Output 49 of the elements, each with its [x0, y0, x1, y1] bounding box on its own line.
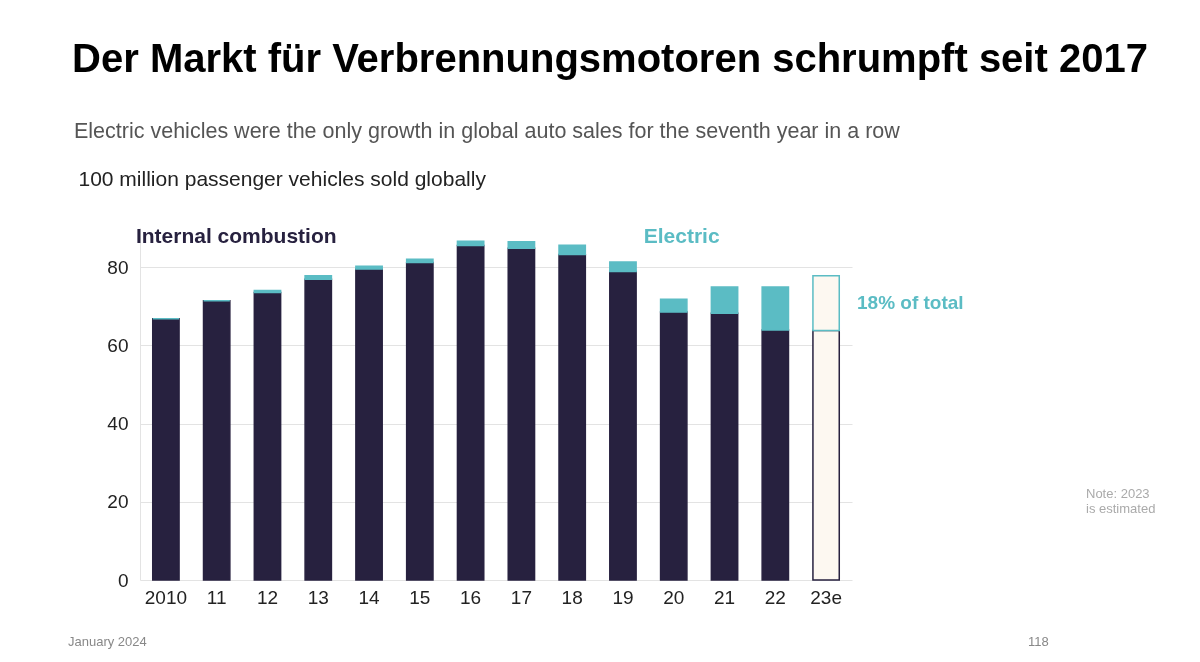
bar [304, 278, 333, 581]
x-tick-label: 14 [358, 586, 381, 608]
bar [659, 298, 688, 313]
bar [202, 300, 231, 581]
x-tick-label: 17 [510, 586, 532, 608]
x-tick-label: 21 [713, 586, 736, 608]
series-label: Internal combustion [135, 224, 337, 247]
bar [507, 240, 536, 250]
text: January 2024 [68, 634, 147, 649]
bar [558, 244, 587, 256]
y-axis-title: 100 million passenger vehicles sold globally [78, 166, 487, 190]
x-tick-label: 11 [206, 586, 227, 608]
text: 118 [1028, 634, 1049, 649]
bar [151, 317, 180, 581]
bar [761, 286, 790, 331]
chart-title: Der Markt für Verbrennungsmotoren schrumpft seit 2017 [71, 36, 1149, 81]
y-tick-label: 0 [117, 569, 129, 591]
x-tick-label: 18 [561, 586, 583, 608]
y-tick-label: 60 [107, 334, 129, 356]
text: Note: 2023 is estimated [1086, 486, 1156, 516]
x-tick-label: 20 [663, 586, 685, 608]
bar [609, 270, 637, 581]
x-tick-label: 16 [460, 586, 482, 608]
x-tick-label: 2010 [144, 586, 188, 608]
bar [710, 312, 739, 581]
chart-subtitle: Electric vehicles were the only growth in global auto sales for the seventh year in a row [74, 119, 900, 144]
bar [253, 291, 282, 581]
bar [507, 247, 536, 581]
y-tick-label: 20 [107, 491, 129, 513]
x-tick-label: 15 [409, 586, 431, 608]
y-tick-label: 80 [107, 256, 129, 278]
bar [355, 265, 383, 270]
bar [558, 253, 587, 581]
x-tick-label: 12 [256, 586, 279, 608]
bar [355, 268, 383, 581]
x-tick-label: 19 [612, 586, 634, 608]
y-tick-label: 40 [107, 413, 129, 435]
x-tick-label: 13 [307, 586, 329, 608]
text: 18% of total [857, 292, 964, 314]
bar [405, 261, 434, 581]
bar [304, 274, 333, 280]
bar [710, 286, 739, 315]
bar [659, 311, 688, 581]
x-tick-label: 23e [810, 586, 842, 608]
bar [456, 244, 485, 581]
bar [761, 329, 790, 581]
series-label: Electric [643, 224, 720, 247]
bar [609, 261, 637, 273]
x-tick-label: 22 [764, 586, 786, 608]
